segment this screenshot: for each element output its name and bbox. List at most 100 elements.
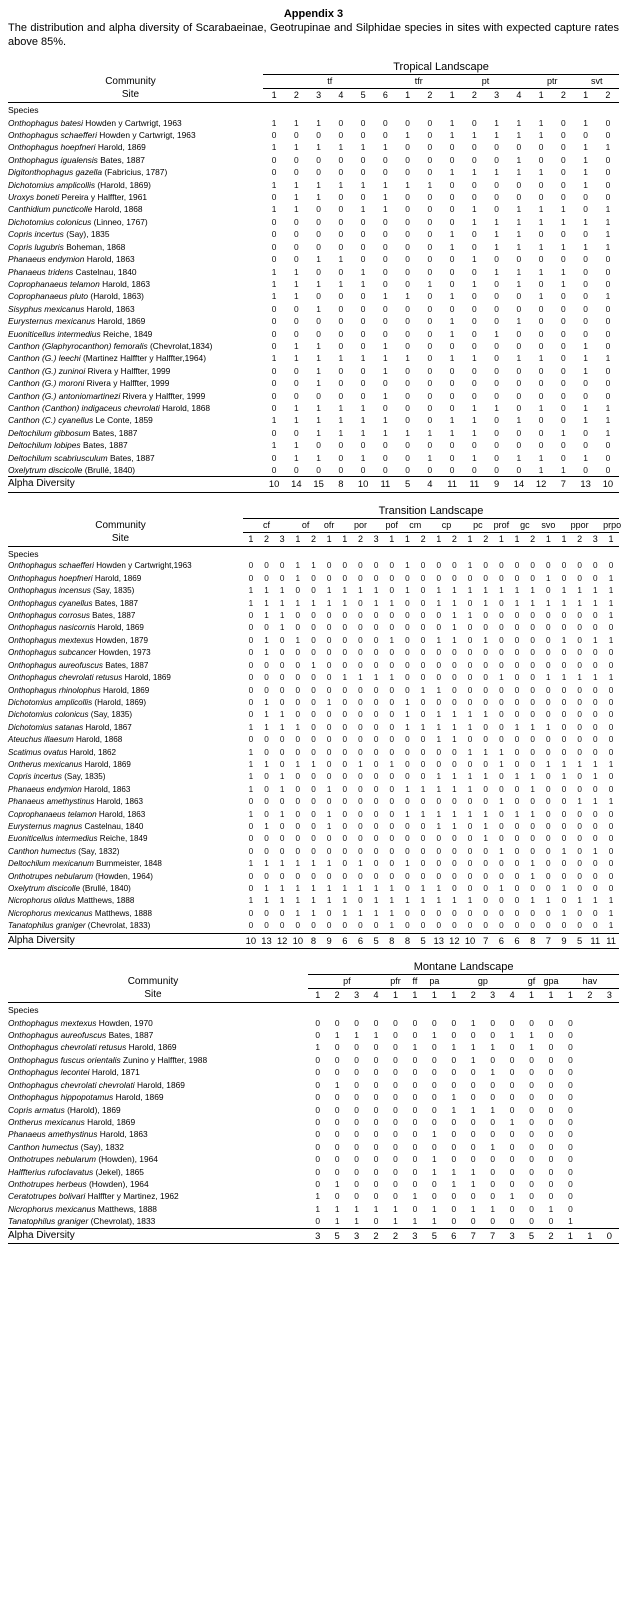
landscape-title-row: Montane Landscape [8,961,620,976]
presence-value: 0 [412,1030,418,1041]
presence-value: 0 [577,561,582,571]
site-number: 1 [530,88,553,104]
presence-value: 0 [405,316,410,327]
presence-value: 0 [373,1104,379,1115]
presence-value: 0 [326,611,332,621]
empty-cell [541,547,557,561]
presence-value: 1 [358,908,363,918]
presence-value: 1 [248,896,254,906]
alpha-diversity-value: 13 [258,932,275,950]
site-number: 1 [308,988,328,1004]
presence-value: 0 [530,846,535,856]
presence-value: 0 [294,365,299,376]
presence-value: 0 [294,130,299,141]
presence-value: 1 [389,673,395,683]
community-group-cp: cp [430,518,463,533]
page-caption: The distribution and alpha diversity of … [8,22,619,48]
presence-value: 0 [279,673,285,683]
presence-value: 0 [315,1141,321,1152]
presence-value: 0 [583,229,588,240]
presence-value: 0 [279,821,285,831]
presence-value: 0 [449,465,455,475]
presence-value: 0 [561,452,566,463]
presence-value: 1 [577,586,582,596]
presence-value: 0 [546,859,551,869]
presence-value: 0 [538,440,544,451]
species-header-row: Species [8,103,619,117]
species-name: Onthophagus mextexus Howden, 1879 [8,635,148,645]
species-name: Onthophagus chevrolati chevrolati Harold… [8,1079,185,1090]
presence-value: 1 [295,859,301,869]
presence-value: 0 [490,1178,495,1189]
species-name: Onthotrupes herbeus (Howden), 1964 [8,1178,149,1189]
alpha-diversity-value: 5 [424,1227,445,1244]
presence-value: 0 [514,747,520,757]
presence-value: 0 [432,1092,437,1103]
presence-value: 0 [449,154,455,165]
presence-value: 1 [316,278,321,289]
species-name: Onthophagus hoepfneri Harold, 1869 [8,142,146,153]
presence-value: 1 [338,142,344,153]
presence-value: 0 [514,921,520,931]
species-name: Onthotrupes nebularum (Howden), 1964 [8,1154,158,1165]
presence-value: 1 [530,784,535,794]
presence-value: 0 [405,846,410,856]
presence-value: 0 [514,859,520,869]
presence-value: 1 [472,353,477,364]
presence-value: 1 [451,1178,457,1189]
presence-value: 1 [561,673,567,683]
presence-value: 0 [509,1092,515,1103]
presence-value: 0 [451,1141,457,1152]
presence-value: 0 [326,623,332,633]
presence-value: 0 [316,266,321,277]
presence-value: 0 [546,623,551,633]
table-row: Onthophagus incensus (Say, 1835) 1 1 1 0 0 1 1 1… [8,585,619,597]
presence-value: 1 [279,611,285,621]
table-row: Onthophagus aureofuscus Bates, 1887 0 0 0 0 1… [8,660,619,672]
presence-value: 0 [568,1092,573,1103]
presence-value: 1 [295,722,301,732]
presence-value: 0 [420,648,426,658]
spacer-cell [8,61,263,75]
presence-value: 0 [338,378,344,389]
presence-value: 0 [472,192,477,203]
presence-value: 1 [608,586,614,596]
presence-value: 1 [449,291,455,302]
site-number: 1 [441,88,464,104]
presence-value: 0 [405,611,410,621]
presence-value: 0 [420,797,426,807]
presence-value: 0 [405,365,410,376]
presence-value: 0 [248,871,254,881]
presence-value: 0 [264,834,269,844]
presence-value: 1 [338,278,344,289]
presence-value: 0 [248,797,254,807]
presence-value: 1 [294,440,299,451]
presence-value: 0 [264,809,269,819]
alpha-diversity-value: 5 [521,1227,542,1244]
presence-value: 0 [354,1079,359,1090]
presence-value: 1 [449,167,455,178]
presence-value: 1 [383,390,388,401]
presence-value: 0 [360,117,366,128]
presence-value: 0 [358,834,363,844]
presence-value: 0 [373,1141,379,1152]
presence-value: 1 [593,797,598,807]
presence-value: 0 [538,142,544,153]
presence-value: 1 [271,204,277,215]
presence-value: 1 [546,598,551,608]
presence-value: 0 [483,697,488,707]
alpha-diversity-value: 8 [399,932,416,950]
species-name: Ateuchus illaesum Harold, 1868 [8,735,123,745]
alpha-diversity-value: 11 [603,932,619,950]
presence-value: 0 [608,660,614,670]
presence-value: 1 [248,747,254,757]
presence-value: 0 [420,821,426,831]
site-number: 2 [463,988,483,1004]
presence-value: 0 [405,204,410,215]
alpha-diversity-value: 6 [493,932,510,950]
presence-value: 1 [432,1154,437,1165]
presence-value: 1 [294,142,299,153]
presence-value: 1 [483,809,488,819]
presence-value: 1 [358,586,363,596]
table-row: Uroxys boneti Pereira y Halffter, 1961 0 1… [8,191,619,203]
